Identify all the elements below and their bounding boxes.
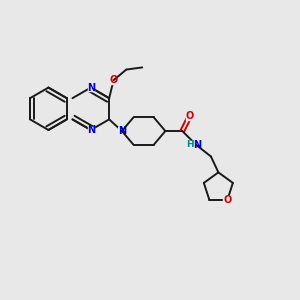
- Bar: [223, 196, 232, 204]
- Text: N: N: [87, 125, 95, 135]
- Bar: [118, 127, 126, 135]
- Bar: [88, 127, 94, 133]
- Bar: [88, 84, 94, 91]
- Text: N: N: [194, 140, 202, 150]
- Bar: [188, 141, 194, 148]
- Text: O: O: [110, 75, 118, 85]
- Bar: [194, 141, 201, 148]
- Bar: [110, 76, 118, 84]
- Bar: [186, 112, 194, 120]
- Text: O: O: [223, 195, 232, 205]
- Text: O: O: [186, 111, 194, 121]
- Text: N: N: [87, 82, 95, 93]
- Text: N: N: [118, 126, 126, 136]
- Text: H: H: [186, 140, 194, 149]
